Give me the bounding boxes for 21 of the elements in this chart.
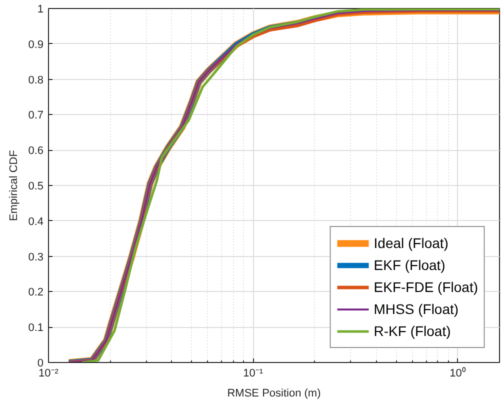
- y-tick-label: 0.2: [28, 286, 44, 299]
- y-tick-label: 0.1: [28, 322, 44, 334]
- x-tick-label: 10⁻¹: [243, 368, 264, 380]
- x-tick-label: 10⁰: [450, 366, 466, 380]
- legend-label: EKF-FDE (Float): [374, 278, 478, 296]
- x-tick-label: 10⁻²: [38, 368, 59, 380]
- legend-label: R-KF (Float): [374, 322, 451, 340]
- legend-label: EKF (Float): [374, 256, 446, 274]
- y-tick-label: 0.8: [28, 74, 44, 86]
- y-axis-title: Empirical CDF: [8, 150, 20, 221]
- y-tick-label: 0.9: [28, 38, 44, 51]
- y-tick-label: 0.5: [28, 180, 44, 192]
- y-tick-label: 0: [37, 358, 44, 370]
- legend-label: MHSS (Float): [374, 300, 459, 318]
- y-tick-label: 0.4: [28, 216, 44, 228]
- x-axis-title: RMSE Position (m): [227, 388, 321, 400]
- y-tick-label: 0.6: [28, 145, 44, 158]
- y-tick-label: 1: [37, 4, 44, 16]
- legend-label: Ideal (Float): [374, 234, 448, 252]
- y-tick-label: 0.7: [28, 110, 44, 122]
- y-tick-label: 0.3: [28, 251, 44, 264]
